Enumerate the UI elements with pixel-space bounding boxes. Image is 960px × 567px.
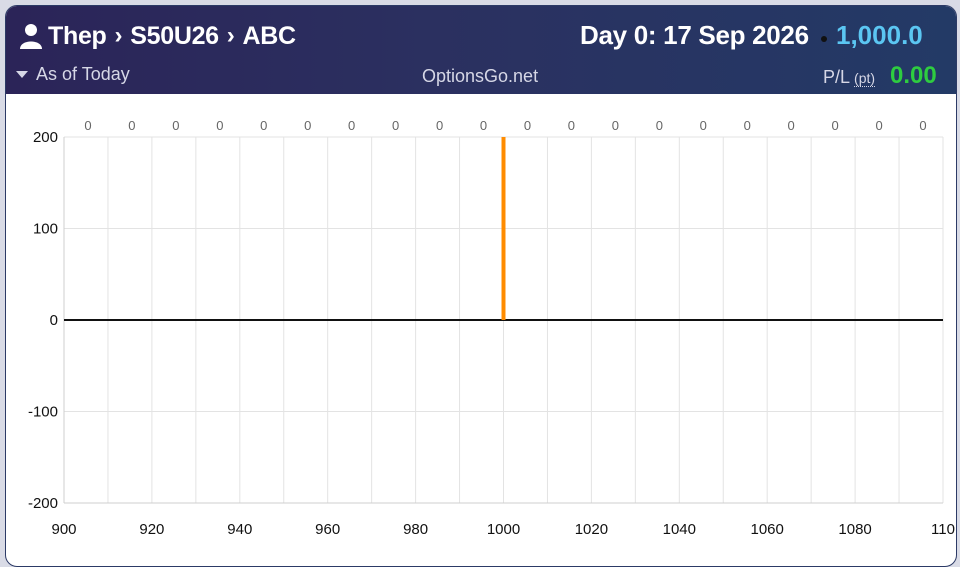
top-value-label: 0	[216, 118, 223, 133]
as-of-label: As of Today	[36, 64, 130, 84]
y-tick-label: -100	[28, 404, 58, 421]
x-tick-label: 980	[403, 521, 428, 538]
pl-value: 0.00	[890, 62, 937, 89]
x-tick-label: 110	[931, 521, 955, 538]
x-tick-label: 920	[139, 521, 164, 538]
top-value-label: 0	[744, 118, 751, 133]
x-tick-label: 940	[227, 521, 252, 538]
top-value-label: 0	[612, 118, 619, 133]
x-tick-label: 960	[315, 521, 340, 538]
top-value-label: 0	[480, 118, 487, 133]
day-label[interactable]: Day 0: 17 Sep 2026	[580, 20, 809, 50]
pl-label-text: P/L	[823, 67, 851, 87]
x-tick-label: 1080	[838, 521, 871, 538]
underlying-price[interactable]: 1,000.0	[836, 20, 923, 50]
chevron-right-icon: ›	[226, 22, 235, 49]
breadcrumb-item-account[interactable]: Thep	[48, 21, 107, 50]
y-tick-label: 100	[33, 221, 58, 238]
top-value-label: 0	[875, 118, 882, 133]
top-value-label: 0	[568, 118, 575, 133]
top-value-label: 0	[919, 118, 926, 133]
chevron-right-icon: ›	[114, 22, 123, 49]
as-of-dropdown[interactable]: As of Today	[16, 64, 130, 85]
y-tick-label: 200	[33, 129, 58, 146]
pl-unit[interactable]: (pt)	[854, 70, 876, 87]
top-value-label: 0	[304, 118, 311, 133]
top-value-label: 0	[348, 118, 355, 133]
top-value-label: 0	[128, 118, 135, 133]
header-bar: Thep › S50U26 › ABC Day 0: 17 Sep 2026 1…	[6, 6, 956, 94]
breadcrumb-item-strategy[interactable]: ABC	[242, 21, 296, 50]
top-value-label: 0	[84, 118, 91, 133]
top-value-label: 0	[656, 118, 663, 133]
y-tick-label: -200	[28, 495, 58, 512]
top-value-label: 0	[172, 118, 179, 133]
y-tick-label: 0	[50, 312, 58, 329]
pl-label: P/L (pt)	[823, 67, 876, 88]
x-tick-label: 1020	[575, 521, 608, 538]
top-value-label: 0	[392, 118, 399, 133]
user-icon[interactable]	[20, 23, 42, 49]
breadcrumb: Thep › S50U26 › ABC	[20, 18, 296, 54]
top-value-label: 0	[260, 118, 267, 133]
site-link[interactable]: OptionsGo.net	[422, 66, 539, 86]
top-value-label: 0	[436, 118, 443, 133]
caret-down-icon	[16, 71, 28, 78]
x-tick-label: 900	[51, 521, 76, 538]
app-window: Thep › S50U26 › ABC Day 0: 17 Sep 2026 1…	[5, 5, 957, 567]
top-value-label: 0	[832, 118, 839, 133]
separator-dot	[821, 36, 827, 42]
x-tick-label: 1060	[751, 521, 784, 538]
top-value-label: 0	[524, 118, 531, 133]
top-value-label: 0	[700, 118, 707, 133]
top-value-label: 0	[788, 118, 795, 133]
x-tick-label: 1040	[663, 521, 696, 538]
x-tick-label: 1000	[487, 521, 520, 538]
breadcrumb-item-series[interactable]: S50U26	[130, 21, 219, 50]
